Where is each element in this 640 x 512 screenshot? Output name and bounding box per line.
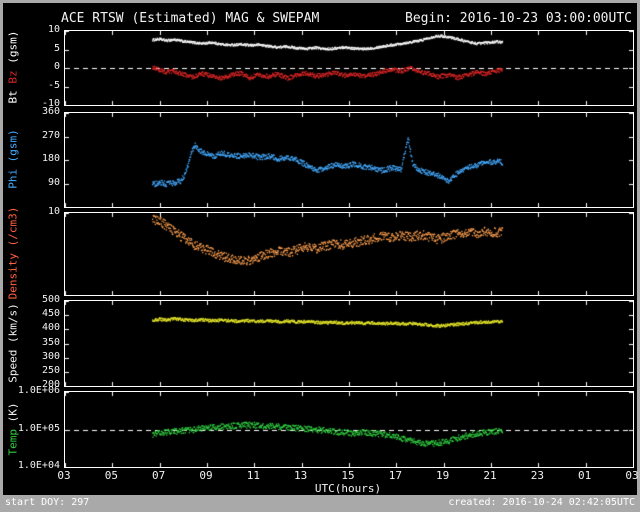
x-tick-label: 05: [104, 469, 118, 482]
panel-bt-bz-canvas: [65, 31, 633, 105]
axis-label-part: (gsm): [6, 30, 20, 64]
y-tick-label: 1.0E+04: [17, 460, 60, 471]
y-tick-label: 5: [53, 42, 60, 54]
axis-label-part: Temp: [6, 421, 20, 456]
panel-bt-bz: [64, 30, 634, 106]
x-tick-label: 17: [388, 469, 402, 482]
panel-phi-axis-label: Phi (gsm): [7, 129, 20, 189]
status-bar: start DOY: 297 created: 2016-10-24 02:42…: [0, 495, 640, 512]
panel-bt-bz-axis-label: Bt Bz (gsm): [7, 31, 20, 104]
y-tick-label: 10: [47, 24, 60, 35]
y-tick-label: 360: [41, 106, 60, 117]
x-axis-title: UTC(hours): [314, 482, 382, 495]
y-tick-label: 0: [53, 61, 60, 72]
x-tick-label: 01: [578, 469, 592, 482]
y-tick-label: 350: [41, 336, 60, 348]
y-tick-label: 300: [41, 350, 60, 362]
y-tick-label: 450: [41, 308, 60, 320]
axis-label-part: Bt: [6, 83, 20, 104]
start-doy-label: start DOY: 297: [5, 497, 90, 508]
panel-density-canvas: [65, 213, 633, 295]
y-tick-label: 250: [41, 364, 60, 376]
x-tick-label: 07: [152, 469, 166, 482]
y-tick-label: 10: [47, 206, 60, 217]
y-tick-label: -10: [41, 98, 60, 109]
x-tick-label: 11: [246, 469, 260, 482]
panel-speed: [64, 300, 634, 387]
panel-phi: [64, 112, 634, 208]
x-tick-label: 23: [530, 469, 544, 482]
y-tick-label: 1.0E+06: [17, 385, 60, 396]
axis-label-part: Phi (gsm): [6, 129, 20, 189]
created-timestamp: created: 2016-10-24 02:42:05UTC: [448, 497, 635, 508]
begin-timestamp: Begin: 2016-10-23 03:00:00UTC: [405, 11, 632, 26]
panels-container: 10 5 0 -5 -10 Bt Bz (gsm) 360 270 180 90 Phi (gsm)…: [3, 3, 639, 495]
x-tick-label: 13: [294, 469, 308, 482]
panel-phi-canvas: [65, 113, 633, 207]
axis-label-part: Speed (km/s): [6, 302, 20, 383]
panel-speed-axis-label: Speed (km/s): [7, 303, 20, 382]
axis-label-part: (K): [6, 402, 20, 422]
y-tick-label: 180: [41, 153, 60, 164]
panel-density: [64, 212, 634, 296]
axis-label-part: Bz: [6, 63, 20, 84]
axis-label-part: Density (/cm3): [6, 206, 20, 300]
y-tick-label: 1.0E+05: [17, 422, 60, 434]
panel-temp-axis-label: Temp (K): [7, 402, 20, 455]
panel-temp-canvas: [65, 392, 633, 467]
x-tick-label: 03: [625, 469, 639, 482]
y-tick-label: 400: [41, 322, 60, 334]
x-tick-label: 21: [483, 469, 497, 482]
x-tick-label: 19: [436, 469, 450, 482]
panel-temp: [64, 391, 634, 468]
x-tick-label: 03: [57, 469, 71, 482]
plot-title: ACE RTSW (Estimated) MAG & SWEPAM: [61, 11, 320, 26]
panel-density-axis-label: Density (/cm3): [7, 207, 20, 300]
panel-speed-canvas: [65, 301, 633, 386]
chart-area: ACE RTSW (Estimated) MAG & SWEPAM Begin:…: [3, 3, 639, 495]
y-tick-label: -5: [47, 79, 60, 91]
y-tick-label: 270: [41, 129, 60, 141]
x-tick-label: 09: [199, 469, 213, 482]
x-tick-label: 15: [341, 469, 355, 482]
y-tick-label: 90: [47, 176, 60, 188]
y-tick-label: 200: [41, 379, 60, 390]
y-tick-label: 500: [41, 294, 60, 305]
